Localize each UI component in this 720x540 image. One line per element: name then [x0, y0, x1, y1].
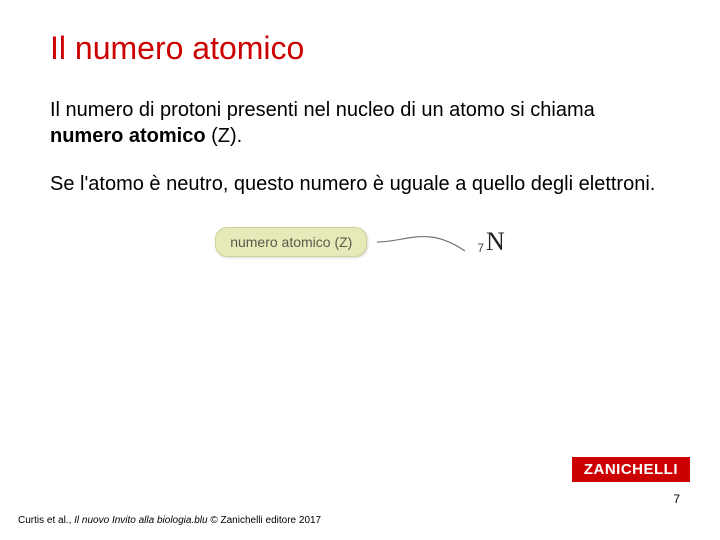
- slide-title: Il numero atomico: [50, 30, 670, 67]
- paragraph-1-post: (Z).: [206, 125, 243, 147]
- connector-line: [377, 227, 467, 257]
- footer-copyright: © Zanichelli editore 2017: [208, 515, 322, 526]
- paragraph-1-pre: Il numero di protoni presenti nel nucleo…: [50, 99, 595, 121]
- publisher-logo: ZANICHELLI: [572, 457, 690, 482]
- paragraph-1-bold: numero atomico: [50, 125, 206, 147]
- atomic-number-diagram: numero atomico (Z) 7 N: [50, 227, 670, 257]
- page-number: 7: [673, 492, 680, 506]
- element-symbol: N: [486, 227, 505, 257]
- paragraph-2: Se l'atomo è neutro, questo numero è ugu…: [50, 171, 670, 197]
- element-subscript: 7: [477, 241, 484, 255]
- pill-label: numero atomico (Z): [215, 227, 367, 257]
- footer-book-title: Il nuovo Invito alla biologia.blu: [74, 515, 207, 526]
- footer-authors: Curtis et al.,: [18, 515, 74, 526]
- connector-icon: [377, 227, 467, 257]
- element-symbol-block: 7 N: [477, 227, 504, 257]
- footer-citation: Curtis et al., Il nuovo Invito alla biol…: [18, 515, 321, 526]
- paragraph-1: Il numero di protoni presenti nel nucleo…: [50, 97, 670, 149]
